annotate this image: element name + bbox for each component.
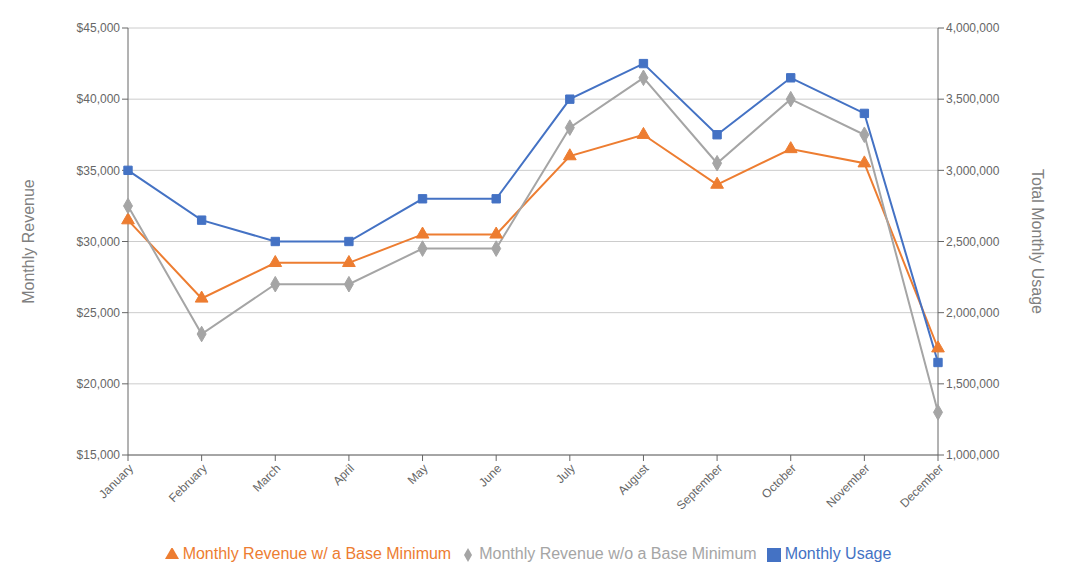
svg-text:September: September: [674, 461, 725, 512]
svg-text:November: November: [823, 461, 872, 510]
svg-text:4,000,000: 4,000,000: [946, 21, 1000, 35]
svg-text:December: December: [897, 461, 946, 510]
svg-text:April: April: [330, 461, 357, 488]
svg-text:$45,000: $45,000: [77, 21, 121, 35]
svg-text:March: March: [250, 461, 283, 494]
svg-text:3,500,000: 3,500,000: [946, 92, 1000, 106]
svg-text:$15,000: $15,000: [77, 448, 121, 462]
svg-text:$20,000: $20,000: [77, 377, 121, 391]
svg-text:February: February: [166, 461, 210, 505]
svg-text:July: July: [553, 461, 578, 486]
svg-text:2,500,000: 2,500,000: [946, 235, 1000, 249]
svg-text:June: June: [476, 461, 505, 490]
svg-text:$35,000: $35,000: [77, 164, 121, 178]
svg-text:$25,000: $25,000: [77, 306, 121, 320]
svg-text:Total Monthly Usage: Total Monthly Usage: [1029, 169, 1046, 314]
html-text:Monthly Revenue w/ a Base Mini: Monthly Revenue w/ a Base Minimum: [182, 545, 452, 562]
svg-text:1,500,000: 1,500,000: [946, 377, 1000, 391]
html-text:Monthly Usage: Monthly Usage: [784, 545, 892, 562]
svg-text:$40,000: $40,000: [77, 92, 121, 106]
svg-text:Monthly Revenue: Monthly Revenue: [20, 179, 37, 304]
svg-text:August: August: [615, 461, 652, 498]
svg-text:May: May: [405, 461, 431, 487]
svg-text:$30,000: $30,000: [77, 235, 121, 249]
svg-text:1,000,000: 1,000,000: [946, 448, 1000, 462]
svg-text:3,000,000: 3,000,000: [946, 164, 1000, 178]
html-text:Monthly Revenue w/o a Base Min: Monthly Revenue w/o a Base Minimum: [479, 545, 757, 562]
svg-text:January: January: [96, 461, 136, 501]
svg-text:October: October: [759, 461, 799, 501]
svg-text:2,000,000: 2,000,000: [946, 306, 1000, 320]
